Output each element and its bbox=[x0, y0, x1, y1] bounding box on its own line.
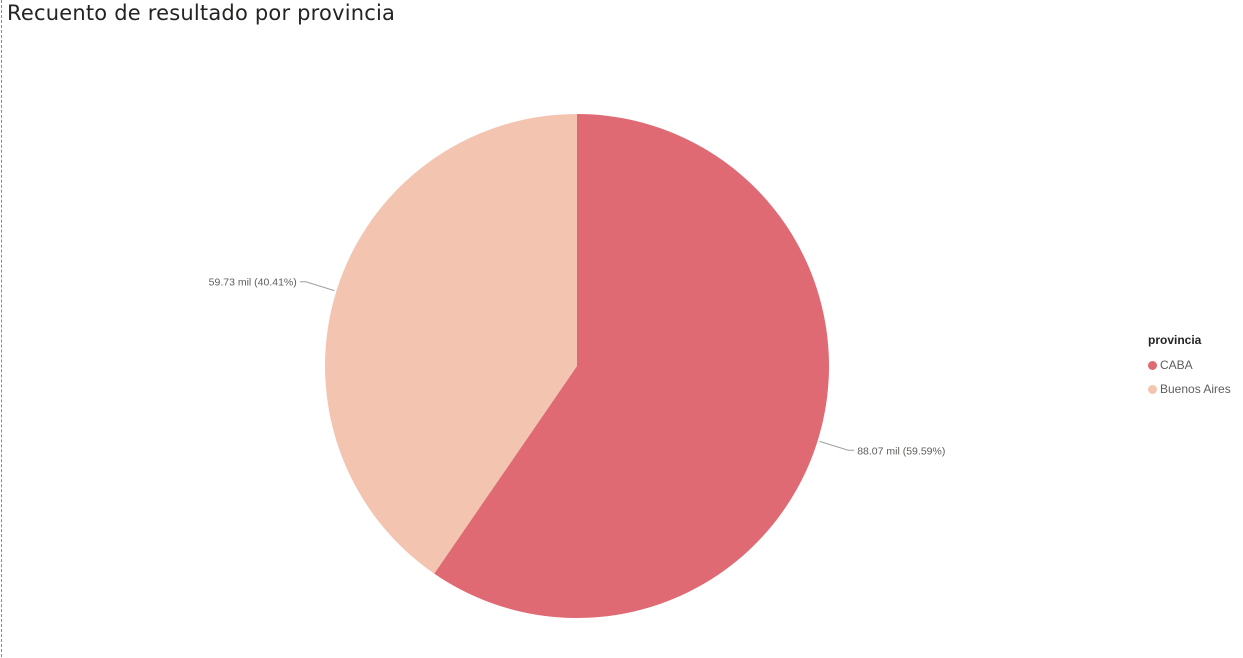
leader-line bbox=[819, 440, 855, 451]
legend-marker-icon bbox=[1148, 360, 1157, 370]
legend-label: Buenos Aires bbox=[1160, 382, 1231, 396]
leader-line bbox=[299, 281, 335, 292]
pie-slice-caba[interactable] bbox=[434, 114, 829, 618]
legend-marker-icon bbox=[1148, 384, 1157, 394]
legend-items: CABA Buenos Aires bbox=[1148, 353, 1231, 401]
chart-title: Recuento de resultado por provincia bbox=[7, 1, 396, 25]
legend-item[interactable]: CABA bbox=[1148, 353, 1231, 377]
pie-slice-buenos-aires[interactable] bbox=[324, 114, 577, 574]
legend-title: provincia bbox=[1148, 333, 1202, 347]
legend-label: CABA bbox=[1160, 358, 1193, 372]
data-label: 88.07 mil (59.59%) bbox=[857, 445, 945, 457]
legend: provincia CABA Buenos Aires bbox=[1148, 333, 1231, 401]
data-label: 59.73 mil (40.41%) bbox=[209, 277, 297, 289]
legend-item[interactable]: Buenos Aires bbox=[1148, 377, 1231, 401]
